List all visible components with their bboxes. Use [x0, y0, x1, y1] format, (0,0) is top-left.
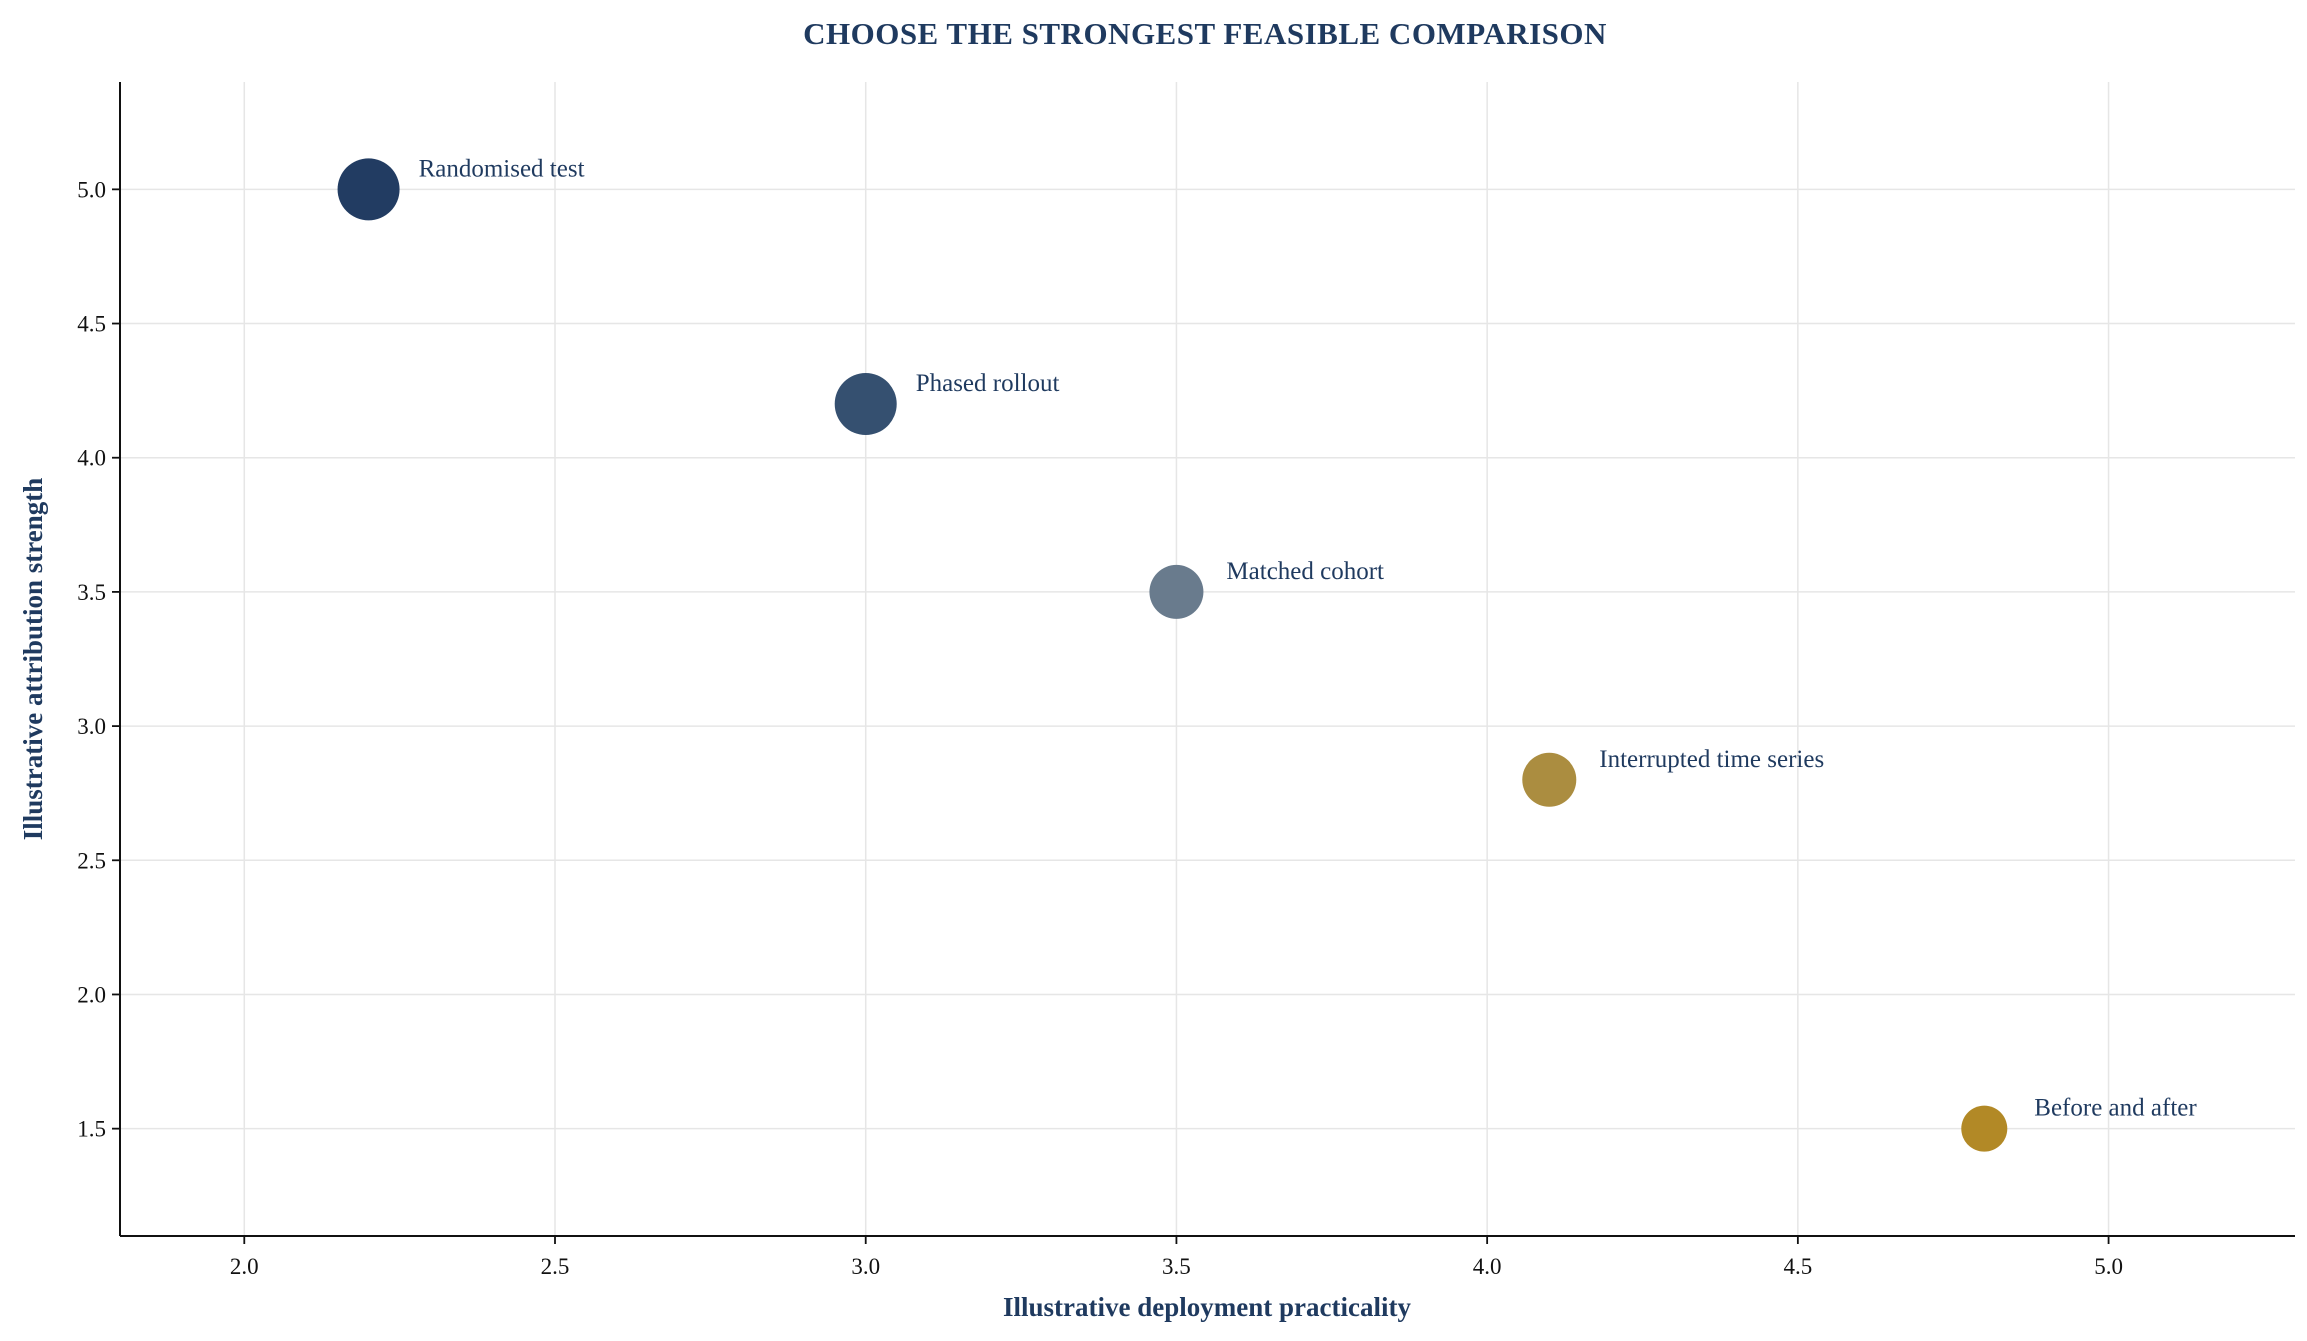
- x-tick-label: 4.5: [1783, 1254, 1812, 1279]
- data-point: [337, 158, 400, 221]
- data-point-label: Phased rollout: [916, 370, 1060, 397]
- y-tick-label: 3.0: [77, 714, 106, 739]
- y-tick-label: 1.5: [77, 1117, 106, 1142]
- data-point: [834, 373, 897, 436]
- y-tick-label: 3.5: [77, 580, 106, 605]
- x-axis-label: Illustrative deployment practicality: [1003, 1292, 1411, 1322]
- data-point-label: Interrupted time series: [1599, 746, 1824, 773]
- y-axis-label: Illustrative attribution strength: [18, 478, 48, 841]
- y-tick-label: 4.0: [77, 446, 106, 471]
- x-tick-label: 2.0: [230, 1254, 259, 1279]
- y-axis: 1.5 2.0 2.5 3.0 3.5 4.0 4.5 5.0: [77, 177, 120, 1142]
- x-tick-label: 5.0: [2094, 1254, 2123, 1279]
- grid: [120, 82, 2295, 1236]
- data-point: [1522, 752, 1577, 807]
- x-tick-label: 3.0: [851, 1254, 880, 1279]
- y-tick-label: 2.0: [77, 982, 106, 1007]
- data-point-label: Randomised test: [419, 155, 585, 182]
- data-point: [1961, 1105, 2008, 1152]
- data-point-label: Before and after: [2034, 1095, 2197, 1122]
- x-axis: 2.0 2.5 3.0 3.5 4.0 4.5 5.0: [230, 1236, 2123, 1279]
- x-tick-label: 2.5: [541, 1254, 570, 1279]
- point-labels: Randomised test Phased rollout Matched coh…: [419, 155, 2198, 1121]
- points: [337, 158, 2008, 1152]
- data-point-label: Matched cohort: [1226, 558, 1384, 585]
- y-tick-label: 2.5: [77, 848, 106, 873]
- x-tick-label: 4.0: [1473, 1254, 1502, 1279]
- chart-title: CHOOSE THE STRONGEST FEASIBLE COMPARISON: [803, 16, 1607, 51]
- y-tick-label: 4.5: [77, 312, 106, 337]
- y-tick-label: 5.0: [77, 177, 106, 202]
- data-point: [1149, 564, 1204, 619]
- x-tick-label: 3.5: [1162, 1254, 1191, 1279]
